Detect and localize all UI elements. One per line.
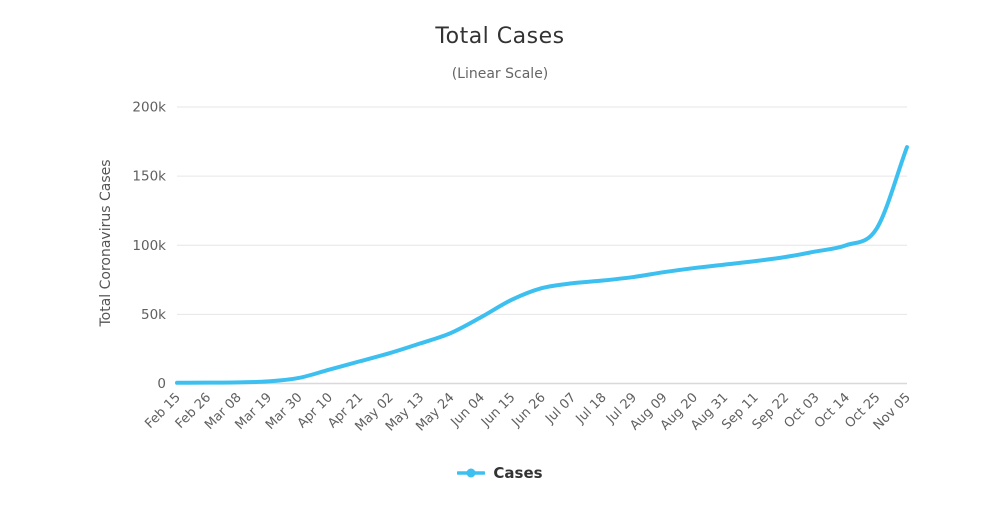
chart-subtitle: (Linear Scale) bbox=[451, 66, 549, 82]
x-tick-label: Jun 26 bbox=[509, 390, 549, 430]
cases-line-series[interactable] bbox=[175, 145, 909, 385]
y-tick-label: 50k bbox=[141, 307, 166, 323]
y-tick-label: 150k bbox=[132, 169, 166, 185]
chart-title: Total Cases bbox=[435, 24, 565, 49]
y-tick-label: 200k bbox=[132, 100, 166, 116]
legend-item-cases[interactable]: Cases bbox=[0, 462, 1000, 484]
x-tick-label: Jun 04 bbox=[448, 390, 488, 430]
y-tick-label: 100k bbox=[132, 238, 166, 254]
x-tick-label: Jul 07 bbox=[542, 390, 579, 427]
x-tick-label: Jul 18 bbox=[573, 390, 610, 427]
line-marker-icon bbox=[457, 468, 486, 478]
x-tick-label: Jun 15 bbox=[478, 390, 518, 430]
y-tick-label: 0 bbox=[157, 376, 166, 392]
legend-label: Cases bbox=[493, 464, 543, 482]
